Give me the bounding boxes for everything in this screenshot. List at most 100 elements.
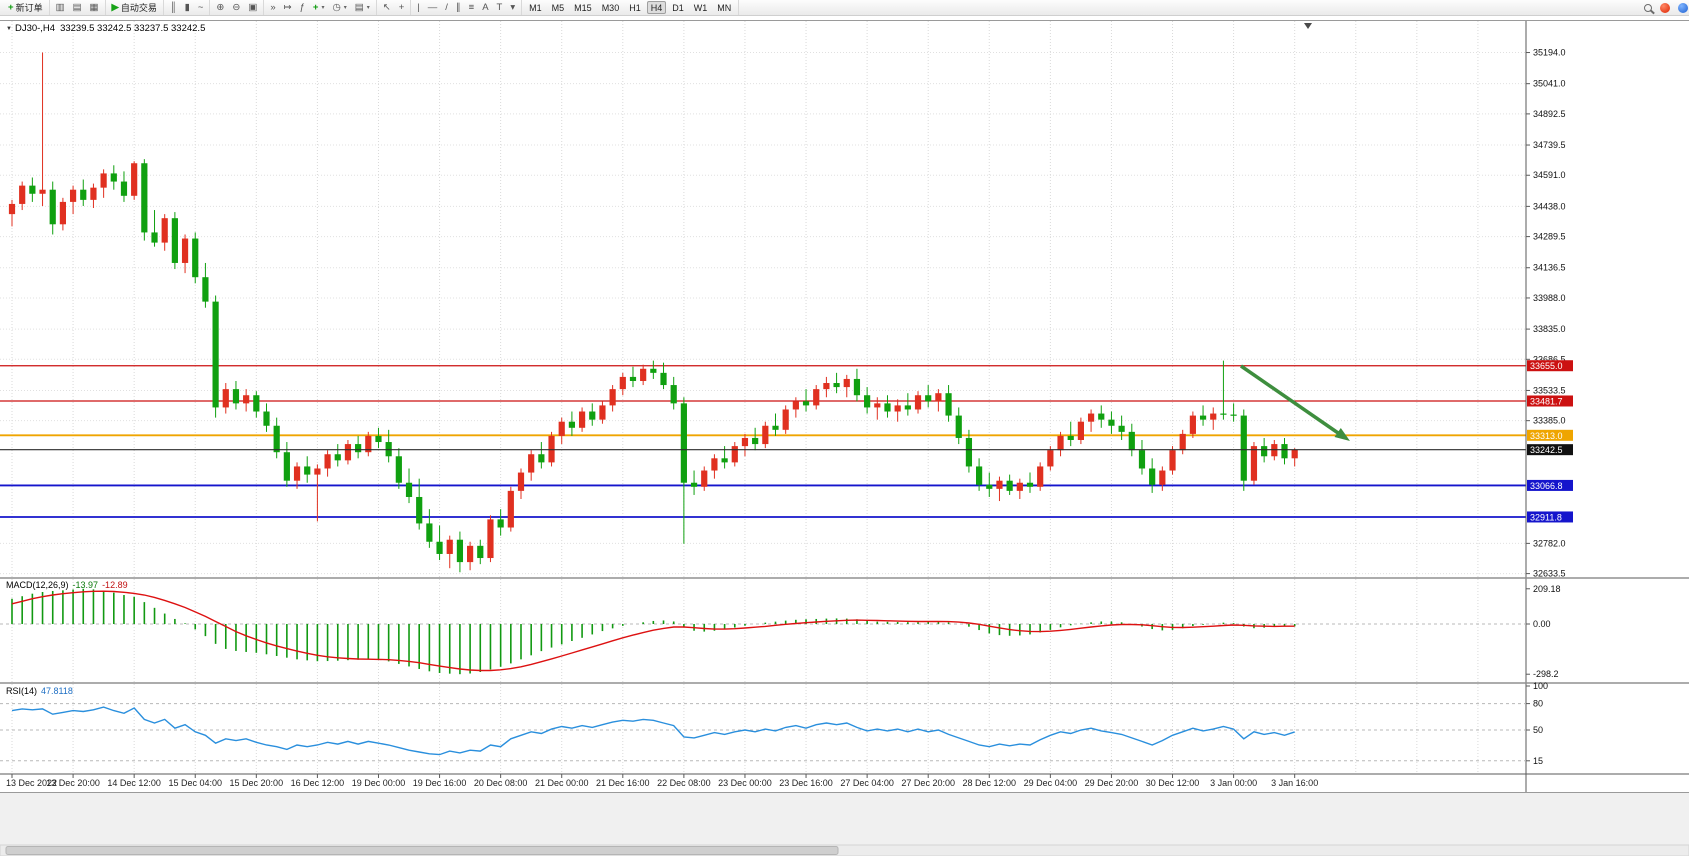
cursor-button[interactable]: ↖ (379, 1, 395, 15)
svg-text:13 Dec 20:00: 13 Dec 20:00 (46, 778, 100, 788)
svg-text:33242.5: 33242.5 (1530, 445, 1563, 455)
timeframe-mn-button[interactable]: MN (717, 3, 732, 13)
svg-text:16 Dec 12:00: 16 Dec 12:00 (291, 778, 345, 788)
svg-text:50: 50 (1533, 725, 1543, 735)
macd-indicator-label: MACD(12,26,9) -13.97 -12.89 (6, 580, 128, 590)
timeframe-h1-button[interactable]: H1 (629, 3, 641, 13)
svg-text:35194.0: 35194.0 (1533, 48, 1566, 58)
svg-text:23 Dec 00:00: 23 Dec 00:00 (718, 778, 772, 788)
fibonacci-button[interactable]: ≡ (465, 1, 479, 15)
svg-text:22 Dec 08:00: 22 Dec 08:00 (657, 778, 711, 788)
svg-text:27 Dec 20:00: 27 Dec 20:00 (901, 778, 955, 788)
zoom-in-icon: ⊕ (216, 1, 225, 13)
auto-trading-button[interactable]: ▶ 自动交易 (108, 1, 161, 15)
svg-text:13 Dec 2022: 13 Dec 2022 (6, 778, 57, 788)
text-button[interactable]: A (478, 1, 492, 15)
new-order-button[interactable]: + 新订单 (4, 1, 47, 15)
macd-value: -13.97 (72, 580, 99, 590)
svg-text:3 Jan 00:00: 3 Jan 00:00 (1210, 778, 1257, 788)
svg-text:33655.0: 33655.0 (1530, 361, 1563, 371)
svg-text:80: 80 (1533, 699, 1543, 709)
price-badge: 32911.8 (1527, 511, 1573, 523)
new-order-icon: + (8, 1, 14, 13)
chart-window-button[interactable]: ▥ (52, 1, 69, 15)
help-icon[interactable] (1678, 2, 1688, 13)
zoom-out-icon: ⊖ (232, 1, 241, 13)
svg-text:-298.2: -298.2 (1533, 669, 1559, 679)
macd-axis-labels: 209.18 0.00 -298.2 (1526, 584, 1561, 679)
svg-text:33313.0: 33313.0 (1530, 431, 1563, 441)
price-badge: 33655.0 (1527, 360, 1573, 372)
shapes-button[interactable]: ▾ (506, 1, 519, 15)
shapes-icon: ▾ (510, 1, 516, 13)
tile-windows-button[interactable]: ▣ (244, 1, 261, 15)
timeframe-m15-button[interactable]: M15 (574, 3, 592, 13)
svg-text:34892.5: 34892.5 (1533, 109, 1566, 119)
toolbar-button-groups: + 新订单 ▥ ▤ ▦ ▶ 自动交易 ║ ▮ ~ ⊕ ⊖ ▣» ↦ ƒ + ▾ ◷ ▾ ▤ ▾ ↖ + | — / ∥ ≡ A T ▾ M1 M… (2, 0, 740, 15)
price-badge: 33313.0 (1527, 429, 1573, 441)
vertical-line-icon: | (417, 1, 420, 13)
horizontal-line-icon: — (427, 1, 438, 13)
timeframe-h4-button[interactable]: H4 (646, 1, 667, 14)
svg-text:33385.0: 33385.0 (1533, 416, 1566, 426)
text-label-button[interactable]: T (493, 1, 507, 15)
macd-histogram (11, 588, 1296, 675)
chevron-down-icon: ▾ (321, 4, 325, 11)
svg-text:33835.0: 33835.0 (1533, 324, 1566, 334)
rsi-indicator-label: RSI(14) 47.8118 (6, 686, 73, 696)
svg-text:33066.8: 33066.8 (1530, 481, 1563, 491)
auto-scroll-icon: » (270, 1, 276, 13)
timeframe-m1-button[interactable]: M1 (529, 3, 542, 13)
chart-canvas[interactable]: 35194.0 35041.0 34892.5 34739.5 34591.0 34438… (0, 16, 1689, 856)
svg-text:21 Dec 00:00: 21 Dec 00:00 (535, 778, 589, 788)
rsi-line (11, 706, 1295, 756)
svg-text:15: 15 (1533, 756, 1543, 766)
svg-text:34289.5: 34289.5 (1533, 232, 1566, 242)
trend-arrow-annotation[interactable] (1240, 364, 1350, 441)
macd-signal-line (11, 590, 1295, 672)
timeframe-w1-button[interactable]: W1 (693, 3, 708, 13)
svg-text:32911.8: 32911.8 (1530, 512, 1562, 522)
macd-signal-value: -12.89 (102, 580, 128, 590)
timeframe-m5-button[interactable]: M5 (551, 3, 565, 13)
collapse-ohlc-icon[interactable]: ▼ (6, 26, 12, 32)
indicators-button[interactable]: ƒ (296, 1, 309, 15)
candlestick-mode-button[interactable]: ▮ (181, 1, 194, 15)
line-chart-mode-icon: ~ (197, 1, 204, 13)
zoom-out-button[interactable]: ⊖ (228, 1, 244, 15)
chart-shift-marker[interactable] (1304, 23, 1312, 29)
notification-icon[interactable] (1660, 2, 1670, 13)
price-badge: 33242.5 (1527, 444, 1573, 456)
line-chart-mode-button[interactable]: ~ (194, 1, 208, 15)
bar-chart-mode-button[interactable]: ║ (166, 1, 181, 15)
toolbar-group: ▶ 自动交易 (106, 0, 164, 15)
timeframe-d1-button[interactable]: D1 (672, 3, 684, 13)
h-scrollbar-track[interactable] (0, 844, 1689, 856)
chart-shift-button[interactable]: ↦ (280, 1, 296, 15)
bar-chart-mode-icon: ║ (169, 1, 177, 13)
candlestick-mode-icon: ▮ (184, 1, 190, 13)
horizontal-line-button[interactable]: — (424, 1, 442, 15)
templates-button[interactable]: ▤ ▾ (351, 1, 374, 15)
auto-scroll-button[interactable]: » (266, 1, 279, 15)
channel-button[interactable]: ∥ (452, 1, 465, 15)
crosshair-button[interactable]: + (395, 1, 409, 15)
h-scrollbar-thumb[interactable] (5, 846, 839, 855)
zoom-in-button[interactable]: ⊕ (212, 1, 228, 15)
text-icon: A (482, 1, 489, 13)
toolbar: + 新订单 ▥ ▤ ▦ ▶ 自动交易 ║ ▮ ~ ⊕ ⊖ ▣» ↦ ƒ + ▾ ◷ ▾ ▤ ▾ ↖ + | — / ∥ ≡ A T ▾ M1 M… (0, 0, 1689, 16)
add-indicator-button[interactable]: + ▾ (309, 1, 329, 15)
search-icon[interactable] (1644, 3, 1652, 12)
trend-line-button[interactable]: / (441, 1, 452, 15)
data-window-button[interactable]: ▦ (86, 1, 103, 15)
periods-button[interactable]: ◷ ▾ (328, 1, 350, 15)
toolbar-group: + 新订单 (2, 0, 50, 15)
vertical-line-button[interactable]: | (413, 1, 423, 15)
timeframe-m30-button[interactable]: M30 (601, 3, 620, 13)
svg-text:32633.5: 32633.5 (1533, 569, 1566, 579)
svg-text:28 Dec 12:00: 28 Dec 12:00 (963, 778, 1017, 788)
svg-text:0.00: 0.00 (1533, 619, 1551, 629)
profiles-button[interactable]: ▤ (69, 1, 86, 15)
svg-text:100: 100 (1533, 681, 1548, 691)
